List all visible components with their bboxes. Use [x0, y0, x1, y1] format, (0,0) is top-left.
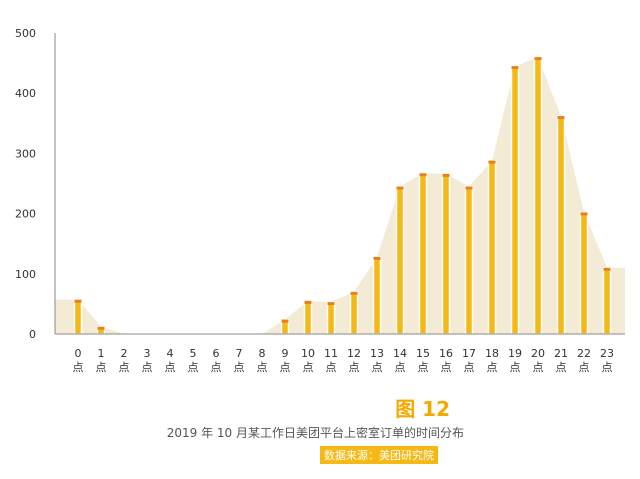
bar-cap-22 — [580, 212, 588, 216]
y-tick-100: 100 — [15, 268, 36, 281]
bar-cap-16 — [442, 173, 450, 177]
x-tick-suffix-13: 点 — [372, 361, 383, 374]
x-tick-22: 22 — [577, 347, 591, 360]
bar-cap-9 — [281, 319, 289, 323]
bar-cap-21 — [557, 116, 565, 120]
x-tick-suffix-7: 点 — [234, 361, 245, 374]
y-tick-400: 400 — [15, 87, 36, 100]
x-tick-15: 15 — [416, 347, 430, 360]
area-background — [55, 57, 625, 334]
x-tick-16: 16 — [439, 347, 453, 360]
bar-16 — [441, 173, 451, 335]
bar-cap-10 — [304, 300, 312, 304]
x-tick-20: 20 — [531, 347, 545, 360]
bar-12 — [349, 291, 359, 335]
x-tick-suffix-22: 点 — [579, 361, 590, 374]
x-tick-suffix-21: 点 — [556, 361, 567, 374]
x-tick-suffix-18: 点 — [487, 361, 498, 374]
x-tick-10: 10 — [301, 347, 315, 360]
x-tick-2: 2 — [121, 347, 128, 360]
bar-10 — [303, 300, 313, 335]
y-tick-0: 0 — [29, 328, 36, 341]
x-tick-suffix-16: 点 — [441, 361, 452, 374]
bar-21 — [556, 115, 566, 335]
x-tick-suffix-4: 点 — [165, 361, 176, 374]
x-tick-23: 23 — [600, 347, 614, 360]
bar-cap-0 — [74, 299, 82, 303]
x-tick-1: 1 — [98, 347, 105, 360]
x-tick-19: 19 — [508, 347, 522, 360]
bar-11 — [326, 301, 336, 335]
x-tick-12: 12 — [347, 347, 361, 360]
bar-17 — [464, 185, 474, 335]
bar-22 — [579, 211, 589, 335]
x-tick-suffix-2: 点 — [119, 361, 130, 374]
bar-cap-18 — [488, 160, 496, 164]
y-tick-labels: 0 100 200 300 400 500 — [15, 27, 36, 341]
bar-cap-11 — [327, 302, 335, 306]
y-tick-200: 200 — [15, 208, 36, 221]
x-tick-3: 3 — [144, 347, 151, 360]
x-tick-17: 17 — [462, 347, 476, 360]
x-tick-0: 0 — [75, 347, 82, 360]
x-tick-9: 9 — [282, 347, 289, 360]
bar-cap-19 — [511, 66, 519, 70]
bar-18 — [487, 159, 497, 335]
x-tick-8: 8 — [259, 347, 266, 360]
bar-15 — [418, 172, 428, 335]
x-tick-11: 11 — [324, 347, 338, 360]
x-tick-suffix-1: 点 — [96, 361, 107, 374]
x-tick-suffix-11: 点 — [326, 361, 337, 374]
bar-23 — [602, 267, 612, 335]
bar-19 — [510, 65, 520, 335]
area-fill — [55, 57, 625, 334]
x-tick-7: 7 — [236, 347, 243, 360]
bar-cap-15 — [419, 173, 427, 177]
x-tick-21: 21 — [554, 347, 568, 360]
x-tick-4: 4 — [167, 347, 174, 360]
chart-caption: 2019 年 10 月某工作日美团平台上密室订单的时间分布 — [166, 426, 464, 440]
x-tick-18: 18 — [485, 347, 499, 360]
x-tick-14: 14 — [393, 347, 407, 360]
source-note: 数据来源：美团研究院 — [320, 446, 438, 464]
bar-cap-17 — [465, 186, 473, 190]
x-tick-labels: 0点1点2点3点4点5点6点7点8点9点10点11点12点13点14点15点16… — [73, 347, 615, 374]
x-tick-suffix-6: 点 — [211, 361, 222, 374]
x-tick-13: 13 — [370, 347, 384, 360]
x-tick-suffix-15: 点 — [418, 361, 429, 374]
axes — [54, 33, 625, 335]
x-tick-suffix-19: 点 — [510, 361, 521, 374]
x-tick-suffix-10: 点 — [303, 361, 314, 374]
x-tick-suffix-20: 点 — [533, 361, 544, 374]
x-tick-suffix-17: 点 — [464, 361, 475, 374]
x-tick-suffix-14: 点 — [395, 361, 406, 374]
bar-13 — [372, 256, 382, 335]
figure-label: 图 12 — [395, 397, 450, 421]
bar-20 — [533, 56, 543, 335]
x-tick-suffix-3: 点 — [142, 361, 153, 374]
bar-cap-1 — [97, 326, 105, 330]
bar-14 — [395, 185, 405, 335]
x-tick-5: 5 — [190, 347, 197, 360]
bar-cap-13 — [373, 256, 381, 260]
x-tick-suffix-5: 点 — [188, 361, 199, 374]
x-tick-suffix-8: 点 — [257, 361, 268, 374]
y-tick-300: 300 — [15, 147, 36, 160]
bar-cap-14 — [396, 186, 404, 190]
bar-cap-12 — [350, 291, 358, 295]
bar-cap-23 — [603, 267, 611, 271]
bar-0 — [73, 298, 83, 335]
x-tick-suffix-12: 点 — [349, 361, 360, 374]
x-tick-suffix-23: 点 — [602, 361, 613, 374]
x-tick-suffix-0: 点 — [73, 361, 84, 374]
bar-cap-20 — [534, 57, 542, 61]
x-tick-6: 6 — [213, 347, 220, 360]
bars — [73, 56, 612, 335]
x-tick-suffix-9: 点 — [280, 361, 291, 374]
y-tick-500: 500 — [15, 27, 36, 40]
